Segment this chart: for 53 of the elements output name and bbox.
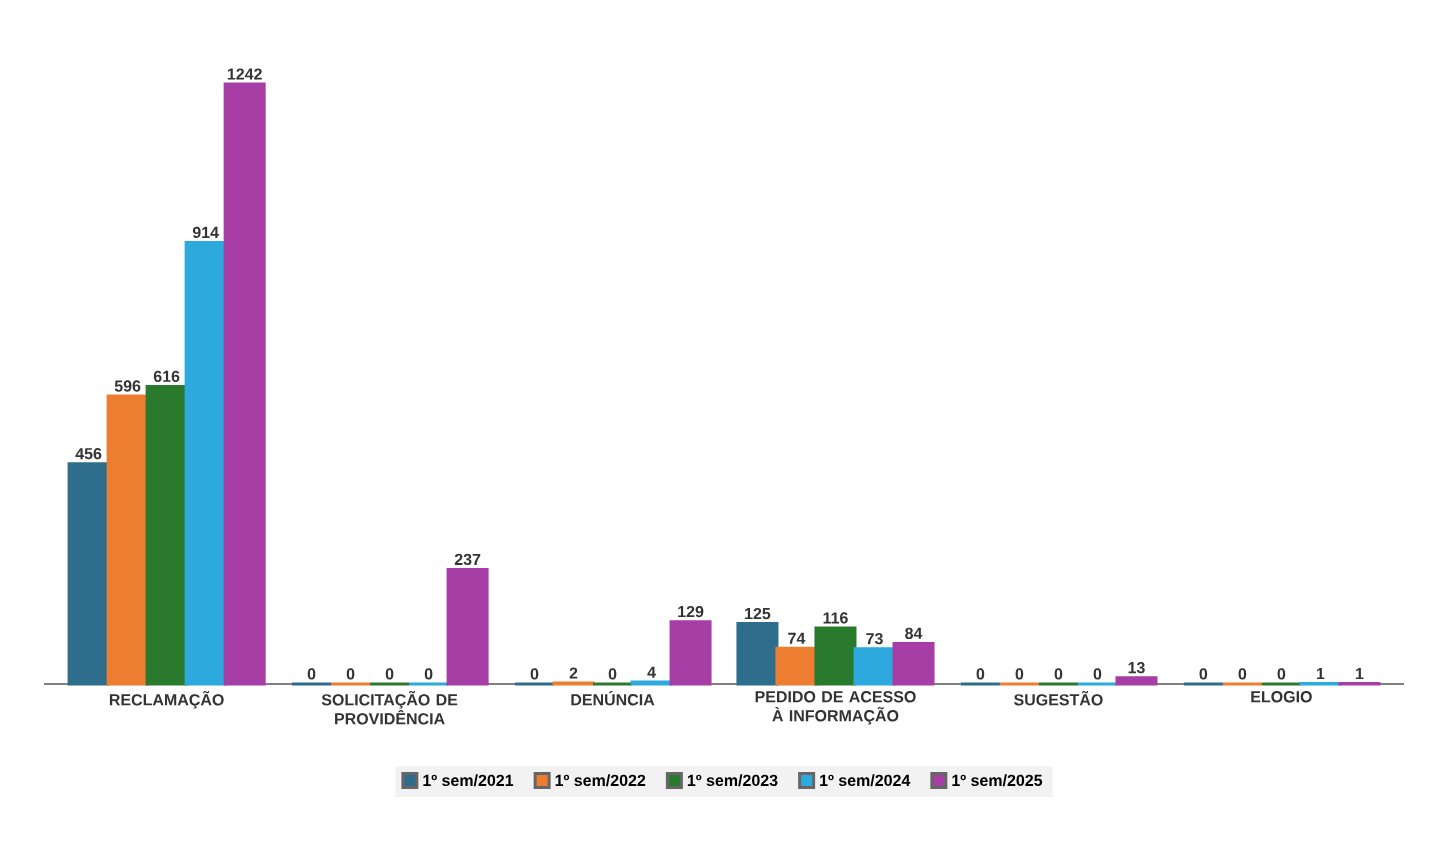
x-tick-label: SUGESTÃO <box>1014 691 1103 706</box>
data-label: 13 <box>1128 661 1145 674</box>
x-tick-label: SOLICITAÇÃO DE PROVIDÊNCIA <box>321 691 458 725</box>
data-label: 129 <box>678 605 704 618</box>
data-label: 616 <box>153 370 180 382</box>
bar <box>853 647 896 686</box>
data-label: 237 <box>454 553 481 566</box>
data-label: 914 <box>192 226 219 239</box>
data-label: 1242 <box>227 68 262 80</box>
legend-label: 1º sem/2022 <box>555 774 646 787</box>
legend-label: 1º sem/2023 <box>687 774 778 787</box>
data-label: 0 <box>1015 668 1024 680</box>
data-label: 0 <box>1238 668 1247 680</box>
data-label: 0 <box>608 668 617 680</box>
data-label: 0 <box>424 668 433 680</box>
bar <box>736 622 779 686</box>
bar <box>446 568 489 686</box>
data-label: 74 <box>788 632 806 644</box>
bar <box>1115 676 1158 686</box>
data-label: 1 <box>1316 668 1325 680</box>
data-label: 456 <box>75 447 102 460</box>
x-tick-label: DENÚNCIA <box>571 691 655 706</box>
data-label: 0 <box>1277 668 1286 680</box>
data-label: 73 <box>866 632 883 645</box>
data-label: 4 <box>647 666 656 678</box>
bar <box>814 626 857 686</box>
legend-label: 1º sem/2025 <box>952 774 1043 787</box>
x-tick-label: PEDIDO DE ACESSO À INFORMAÇÃO <box>755 691 916 725</box>
bar <box>145 384 188 686</box>
data-label: 2 <box>569 667 578 679</box>
data-label: 1 <box>1355 668 1364 680</box>
bar <box>223 82 266 686</box>
data-label: 0 <box>307 668 316 680</box>
x-tick-label: RECLAMAÇÃO <box>109 691 224 709</box>
x-tick-label: ELOGIO <box>1251 691 1312 703</box>
bar <box>669 620 712 686</box>
data-label: 0 <box>385 668 394 680</box>
data-label: 125 <box>745 607 771 620</box>
data-label: 0 <box>976 668 985 680</box>
bar <box>892 641 935 686</box>
data-label: 0 <box>530 668 539 680</box>
data-label: 84 <box>905 627 923 640</box>
bar <box>106 394 149 686</box>
bar <box>67 462 110 686</box>
data-label: 116 <box>823 612 848 624</box>
data-label: 0 <box>1093 668 1102 680</box>
data-label: 0 <box>1199 668 1208 680</box>
data-label: 0 <box>346 668 355 680</box>
legend-label: 1º sem/2021 <box>423 774 514 787</box>
data-label: 0 <box>1054 668 1063 680</box>
data-label: 596 <box>114 380 141 392</box>
legend-label: 1º sem/2024 <box>820 774 911 787</box>
bar <box>184 240 227 686</box>
